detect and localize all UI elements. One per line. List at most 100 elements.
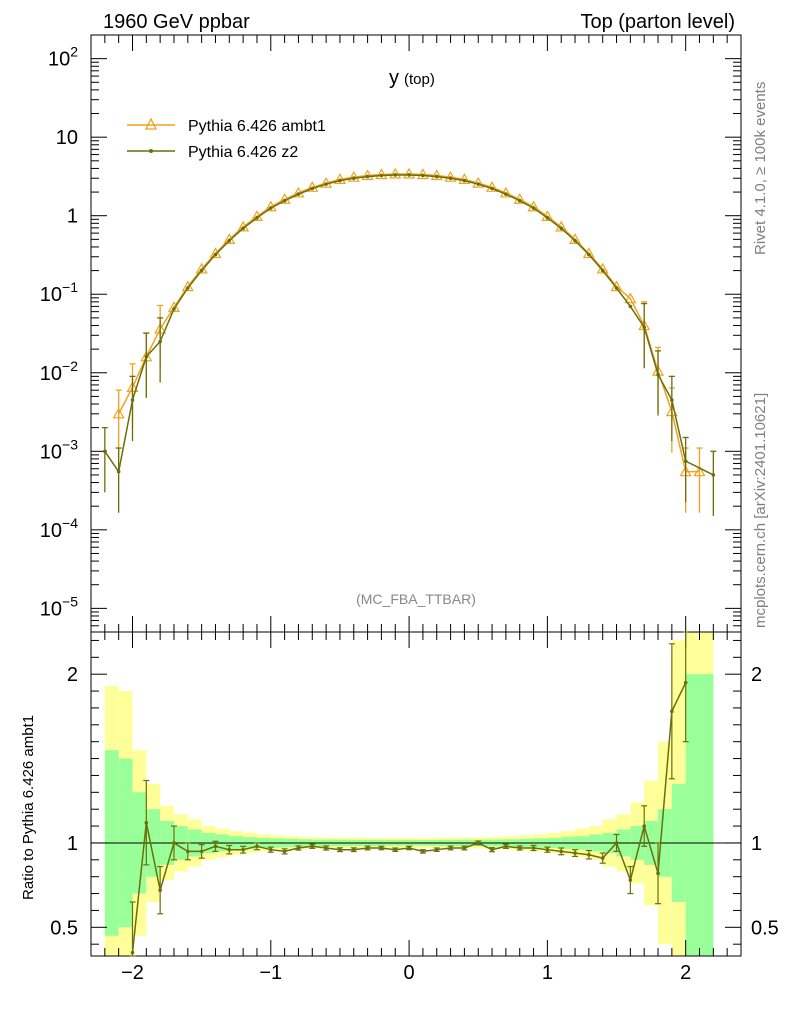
ratio-series-group: [129, 631, 689, 957]
plot-title: y (top): [389, 67, 435, 89]
ratio-data-point: [559, 849, 564, 854]
y-tick-label-base: 10: [40, 284, 62, 306]
ratio-data-point: [268, 847, 273, 852]
legend-label-ambt1: Pythia 6.426 ambt1: [188, 118, 326, 135]
data-point: [333, 173, 346, 184]
data-point: [181, 280, 194, 292]
ratio-y-tick-label-right: 2: [751, 664, 762, 686]
ratio-data-point: [504, 844, 508, 849]
data-point: [531, 206, 536, 210]
ratio-data-point: [490, 847, 494, 852]
data-point: [490, 186, 494, 191]
ratio-data-point: [642, 824, 646, 828]
header-left-label: 1960 GeV ppbar: [103, 11, 250, 33]
y-tick-label-exponent: −4: [62, 515, 78, 531]
data-point: [306, 181, 319, 192]
data-point: [711, 473, 716, 477]
x-tick-label: −1: [259, 962, 282, 984]
data-point: [476, 182, 481, 186]
ratio-data-point: [365, 846, 370, 850]
band-1sigma: [699, 674, 714, 956]
data-point: [389, 167, 402, 179]
data-point: [545, 216, 550, 220]
y-tick-label: 10−2: [40, 358, 78, 385]
data-point: [324, 182, 328, 186]
data-point: [268, 206, 273, 210]
ratio-data-point: [338, 847, 342, 852]
y-tick-label-base: 10: [40, 598, 62, 620]
data-point: [407, 173, 411, 177]
y-tick-label-exponent: −3: [62, 436, 78, 452]
data-point: [458, 173, 471, 184]
data-point: [241, 226, 245, 231]
data-point: [448, 176, 453, 181]
ratio-data-point: [393, 847, 398, 852]
analysis-label: (MC_FBA_TTBAR): [356, 591, 476, 607]
ratio-data-point: [545, 847, 550, 852]
y-tick-label-exponent: −5: [62, 593, 78, 609]
data-point: [213, 252, 218, 257]
data-point: [670, 398, 674, 402]
data-point: [338, 178, 342, 183]
y-tick-label-base: 10: [40, 520, 62, 542]
ratio-data-point: [186, 849, 190, 854]
y-tick-label: 10−1: [40, 279, 78, 306]
ratio-plot-frame: [90, 631, 742, 957]
y-tick-label: 10−3: [40, 436, 78, 463]
y-tick-label-base: 10: [48, 49, 70, 71]
ratio-data-point: [241, 847, 245, 852]
ratio-data-point: [476, 841, 481, 845]
ratio-data-point: [158, 888, 162, 892]
data-point: [186, 286, 190, 290]
data-point: [434, 174, 439, 179]
y-tick-label-exponent: 2: [70, 44, 78, 60]
y-tick-label: 102: [48, 44, 78, 71]
y-tick-label: 1: [67, 206, 78, 228]
ratio-data-point: [130, 950, 135, 955]
legend-marker-z2: [149, 149, 153, 153]
data-point: [379, 173, 384, 178]
ratio-data-point: [614, 841, 619, 845]
ratio-data-point: [628, 878, 633, 882]
band-1sigma: [685, 674, 700, 956]
x-tick-label: 2: [680, 962, 691, 984]
y-tick-label-base: 1: [67, 206, 78, 228]
ratio-data-point: [255, 844, 259, 849]
ratio-data-point: [462, 846, 467, 850]
y-tick-label-base: 10: [40, 441, 62, 463]
data-point: [587, 252, 591, 257]
ratio-data-point: [421, 849, 425, 854]
ratio-data-point: [296, 846, 301, 850]
data-point: [375, 168, 388, 180]
data-point: [103, 449, 107, 454]
ratio-data-point: [172, 841, 176, 845]
data-point: [693, 465, 706, 477]
data-point: [112, 407, 125, 419]
data-point: [199, 268, 204, 273]
data-point: [255, 216, 259, 220]
ratio-data-point: [213, 844, 218, 849]
ratio-data-point: [324, 846, 328, 850]
data-point: [573, 238, 577, 243]
ratio-data-point: [227, 847, 232, 852]
data-point: [628, 304, 633, 309]
y-tick-label: 10−5: [40, 593, 78, 620]
data-point: [683, 459, 688, 463]
ratio-series-line: [131, 682, 687, 953]
data-point: [504, 192, 508, 196]
data-point: [282, 198, 287, 203]
data-point: [486, 181, 499, 192]
data-point: [600, 268, 605, 273]
ratio-data-point: [670, 709, 674, 714]
ratio-y-tick-label-right: 1: [751, 833, 762, 855]
data-point: [310, 186, 315, 191]
data-point: [365, 174, 370, 179]
ratio-data-point: [531, 846, 536, 850]
y-tick-label: 10: [56, 127, 78, 149]
ratio-x-axis-ticks: −2 −1 0 1 2: [90, 632, 742, 984]
ratio-y-tick-label: 1: [67, 833, 78, 855]
main-series-group: [101, 167, 717, 516]
ratio-data-point: [656, 871, 660, 876]
